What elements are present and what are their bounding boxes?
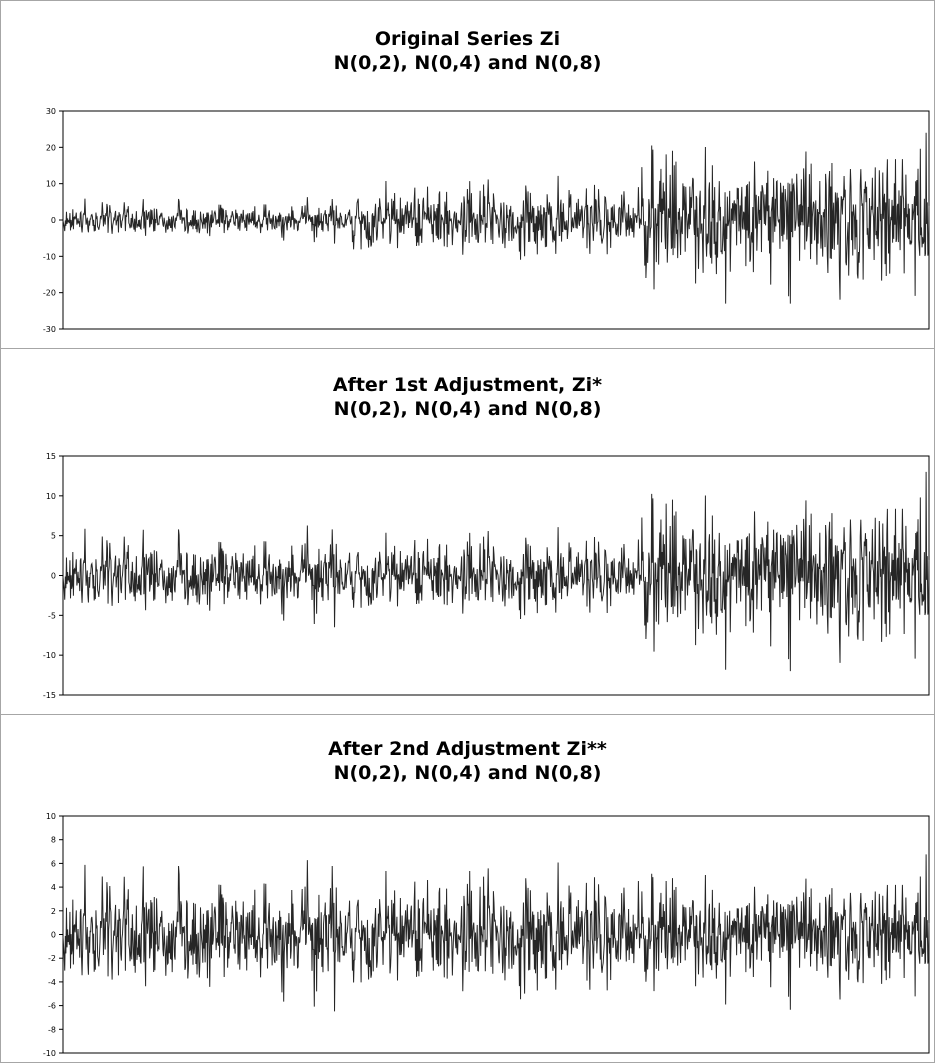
chart-title-block: After 1st Adjustment, Zi* N(0,2), N(0,4)… bbox=[1, 373, 934, 421]
y-tick-label: 10 bbox=[46, 812, 56, 821]
y-tick-label: -10 bbox=[43, 1049, 56, 1058]
y-tick-label: 0 bbox=[51, 216, 56, 225]
chart-subtitle: N(0,2), N(0,4) and N(0,8) bbox=[333, 52, 602, 74]
y-tick-label: 0 bbox=[51, 931, 56, 940]
y-tick-label: -30 bbox=[43, 325, 56, 334]
y-tick-label: 6 bbox=[51, 859, 56, 868]
chart-title: Original Series Zi bbox=[374, 28, 561, 50]
chart-subtitle: N(0,2), N(0,4) and N(0,8) bbox=[333, 398, 602, 420]
line-chart-original: 30 20 10 0 -10 -20 -30 bbox=[43, 107, 930, 334]
y-tick-label: 4 bbox=[51, 883, 56, 892]
y-tick-label: -15 bbox=[43, 691, 56, 700]
chart-title: After 1st Adjustment, Zi* bbox=[332, 374, 603, 396]
y-tick-label: 5 bbox=[51, 532, 56, 541]
y-tick-label: -4 bbox=[48, 978, 56, 987]
line-chart-second-adjustment: 10 8 6 4 2 0 -2 -4 -6 -8 -10 bbox=[43, 812, 930, 1058]
chart-panel-second-adjustment: After 2nd Adjustment Zi** N(0,2), N(0,4)… bbox=[0, 714, 935, 1063]
y-tick-label: 10 bbox=[46, 492, 56, 501]
y-tick-label: 10 bbox=[46, 180, 56, 189]
y-tick-label: -5 bbox=[48, 611, 56, 620]
y-tick-label: 8 bbox=[51, 836, 56, 845]
chart-title: After 2nd Adjustment Zi** bbox=[328, 738, 607, 760]
y-tick-label: 15 bbox=[46, 452, 56, 461]
y-tick-label: -8 bbox=[48, 1025, 56, 1034]
chart-panel-first-adjustment: After 1st Adjustment, Zi* N(0,2), N(0,4)… bbox=[0, 348, 935, 715]
y-tick-label: -6 bbox=[48, 1002, 56, 1011]
y-tick-label: -2 bbox=[48, 954, 56, 963]
series-line bbox=[62, 471, 930, 672]
chart-title-block: Original Series Zi N(0,2), N(0,4) and N(… bbox=[1, 27, 934, 75]
y-tick-label: 2 bbox=[51, 907, 56, 916]
y-tick-label: -20 bbox=[43, 289, 56, 298]
chart-title-block: After 2nd Adjustment Zi** N(0,2), N(0,4)… bbox=[1, 737, 934, 785]
line-chart-first-adjustment: 15 10 5 0 -5 -10 -15 bbox=[43, 452, 930, 700]
y-tick-label: -10 bbox=[43, 252, 56, 261]
chart-subtitle: N(0,2), N(0,4) and N(0,8) bbox=[333, 762, 602, 784]
chart-panel-original: Original Series Zi N(0,2), N(0,4) and N(… bbox=[0, 0, 935, 349]
y-tick-label: 20 bbox=[46, 143, 56, 152]
series-line bbox=[62, 132, 930, 304]
y-tick-label: 30 bbox=[46, 107, 56, 116]
series-line bbox=[62, 854, 930, 1012]
y-tick-label: 0 bbox=[51, 572, 56, 581]
y-tick-label: -10 bbox=[43, 651, 56, 660]
